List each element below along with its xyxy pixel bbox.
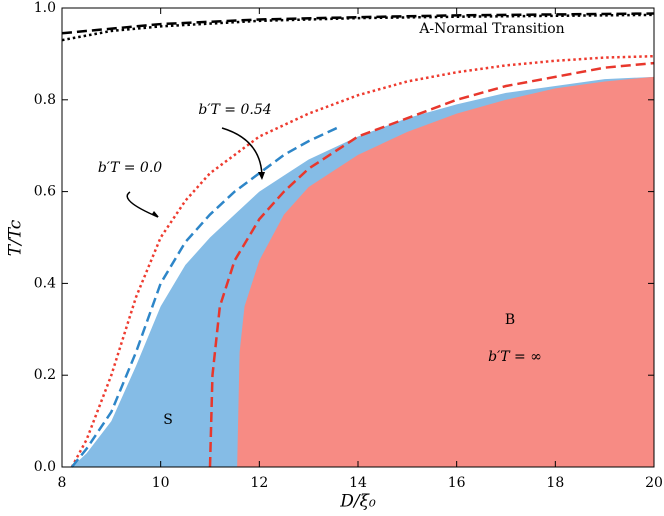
- y-tick-label: 0.6: [34, 184, 56, 200]
- annotation: B: [505, 312, 515, 328]
- line: [70, 54, 655, 468]
- line: [61, 13, 655, 42]
- x-axis-label: D/ξ₀: [339, 492, 376, 512]
- arrow: [126, 191, 159, 218]
- x-tick-label: 20: [645, 475, 663, 491]
- annotation: A-Normal Transition: [418, 21, 564, 37]
- x-tick-label: 16: [448, 475, 466, 491]
- annotation: b′T = ∞: [488, 349, 542, 365]
- line: [70, 126, 339, 468]
- line: [208, 61, 655, 468]
- arrow: [221, 127, 263, 179]
- y-tick-label: 0.2: [34, 367, 56, 383]
- annotation: b′T = 0.54: [198, 102, 271, 118]
- y-tick-label: 0.8: [34, 92, 56, 108]
- x-tick-label: 14: [349, 475, 367, 491]
- annotation: b′T = 0.0: [98, 160, 162, 176]
- area: [237, 76, 654, 467]
- line: [61, 12, 655, 35]
- x-tick-label: 10: [152, 475, 170, 491]
- y-tick-label: 0.0: [34, 459, 56, 475]
- x-tick-label: 18: [546, 475, 564, 491]
- y-tick-label: 1.0: [34, 0, 56, 16]
- y-axis-label: T/Tc: [6, 219, 26, 256]
- x-tick-label: 12: [250, 475, 268, 491]
- arrow-head: [258, 172, 265, 180]
- x-tick-label: 8: [58, 475, 67, 491]
- y-tick-label: 0.4: [34, 275, 56, 291]
- arrow-head: [152, 211, 159, 217]
- plot-area: [61, 12, 655, 468]
- annotation: S: [163, 412, 173, 428]
